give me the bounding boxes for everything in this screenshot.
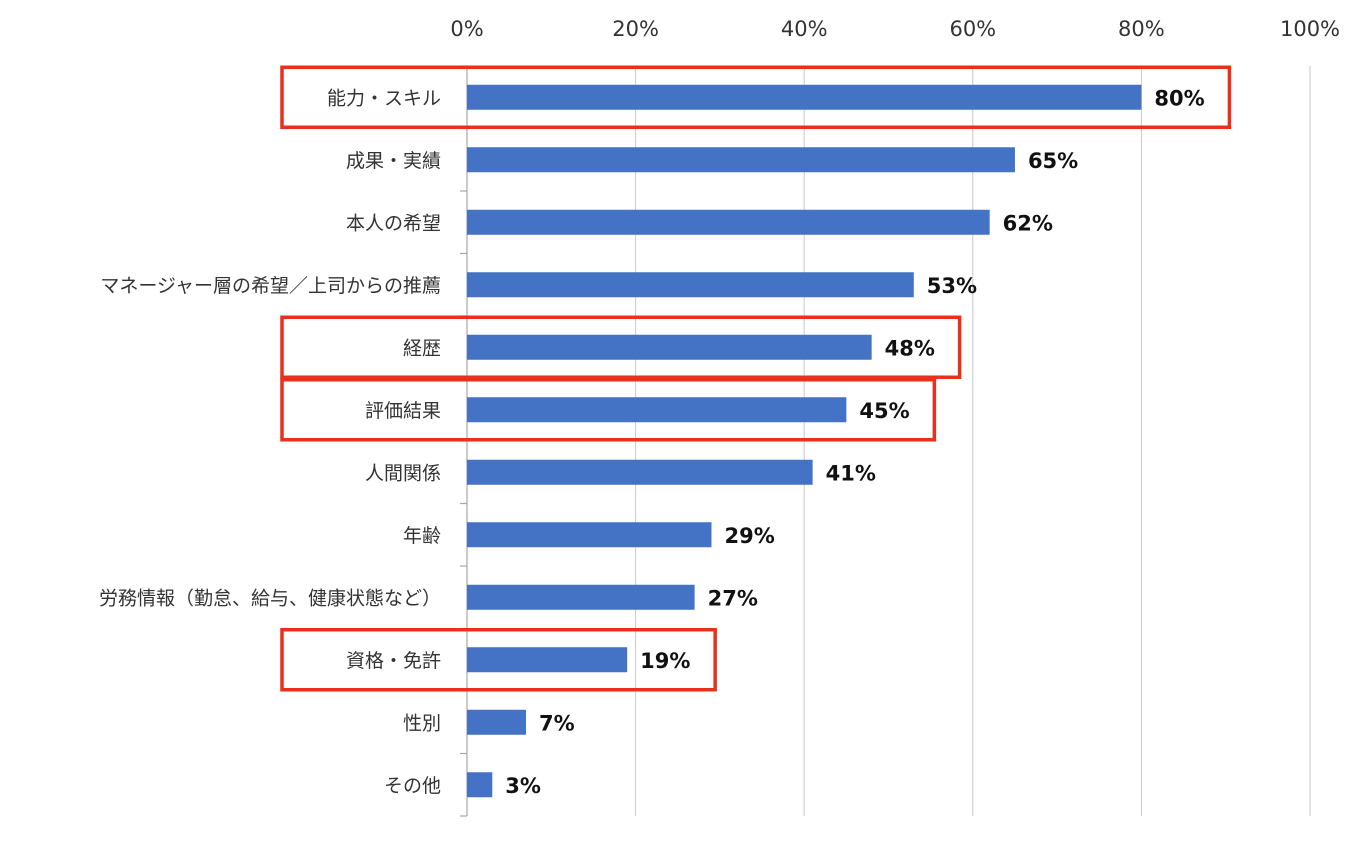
category-label: 能力・スキル (327, 87, 441, 109)
value-label: 27% (708, 586, 758, 610)
value-label: 7% (539, 711, 575, 735)
bar (467, 522, 712, 548)
bar (467, 334, 872, 360)
category-label: その他 (384, 775, 441, 797)
category-label: 人間関係 (365, 462, 441, 484)
x-tick-label: 0% (450, 17, 483, 41)
bar (467, 772, 493, 798)
category-label: 性別 (403, 712, 441, 734)
highlight-box (280, 315, 962, 379)
highlight-box (280, 378, 937, 442)
highlight-boxes (280, 65, 1232, 692)
bar (467, 147, 1015, 173)
value-label: 3% (505, 774, 541, 798)
highlight-box (280, 628, 717, 692)
category-label: 労務情報（勤怠、給与、健康状態など） (99, 587, 441, 609)
value-label: 65% (1028, 149, 1078, 173)
bar (467, 584, 695, 610)
x-tick-label: 60% (949, 17, 996, 41)
value-label: 48% (885, 336, 935, 360)
category-label: マネージャー層の希望／上司からの推薦 (100, 275, 441, 297)
category-label: 経歴 (403, 337, 441, 359)
x-tick-label: 20% (612, 17, 659, 41)
labels: 0% 20% 40% 60% 80% 100% 能力・スキル 80% 成果・実績 65% 本人の希望… (99, 17, 1340, 798)
value-label: 53% (927, 274, 977, 298)
bar (467, 272, 914, 298)
x-tick-label: 40% (781, 17, 828, 41)
value-label: 80% (1154, 86, 1204, 110)
bars (467, 84, 1142, 798)
category-label: 成果・実績 (346, 150, 441, 172)
value-label: 62% (1003, 211, 1053, 235)
value-label: 19% (640, 649, 690, 673)
highlight-box (280, 65, 1232, 129)
x-tick-label: 100% (1280, 17, 1340, 41)
bar (467, 84, 1142, 110)
category-label: 資格・免許 (346, 650, 441, 672)
category-label: 評価結果 (365, 400, 441, 422)
x-tick-label: 80% (1118, 17, 1165, 41)
category-label: 年齢 (403, 525, 441, 547)
bar (467, 397, 847, 423)
bar (467, 459, 813, 485)
bar (467, 647, 628, 673)
value-label: 41% (826, 461, 876, 485)
value-label: 29% (724, 524, 774, 548)
category-label: 本人の希望 (346, 212, 441, 234)
value-label: 45% (859, 399, 909, 423)
bar (467, 709, 527, 735)
bar (467, 209, 990, 235)
